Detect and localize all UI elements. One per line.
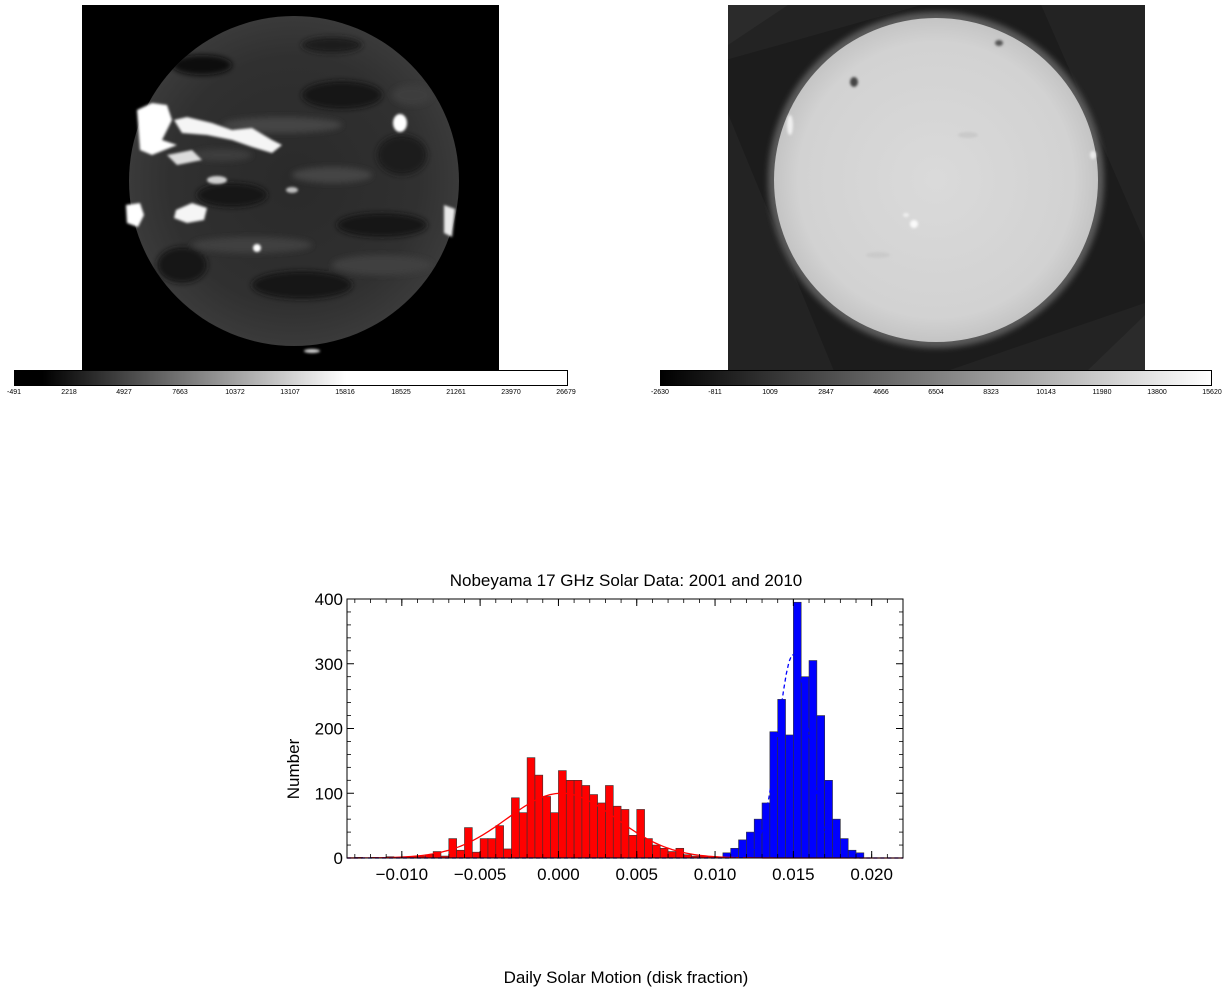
histogram-bar (503, 848, 512, 859)
histogram-bar (581, 785, 591, 859)
histogram-chart: Nobeyama 17 GHz Solar Data: 2001 and 201… (284, 571, 904, 987)
y-tick-label: 200 (315, 720, 343, 739)
left-colorbar-ticks: -491 2218 4927 7663 10372 13107 15816 18… (0, 389, 600, 403)
right-colorbar (660, 370, 1212, 386)
left-solar-panel: -491 2218 4927 7663 10372 13107 15816 18… (0, 0, 600, 420)
right-colorbar-tick: 2847 (818, 389, 834, 396)
left-colorbar-tick: 7663 (172, 389, 188, 396)
histogram-bar (753, 818, 763, 859)
left-colorbar-tick: 21261 (446, 389, 466, 396)
left-solar-image (82, 5, 499, 370)
right-solar-panel: -2630 -811 1009 2847 4666 6504 8323 1014… (620, 0, 1230, 420)
histogram-bar (495, 825, 504, 859)
histogram-bar (456, 849, 465, 859)
left-colorbar (14, 370, 568, 386)
right-colorbar-ticks: -2630 -811 1009 2847 4666 6504 8323 1014… (620, 389, 1230, 403)
histogram-bar (675, 847, 685, 859)
histogram-bar (832, 818, 841, 859)
left-colorbar-tick: -491 (6, 389, 22, 396)
left-colorbar-tick: 13107 (280, 389, 300, 396)
left-colorbar-tick: 23970 (501, 389, 521, 396)
histogram-bar (605, 785, 614, 859)
x-tick-label: 0.020 (850, 865, 893, 884)
right-solar-image (728, 5, 1145, 370)
histogram-bar (769, 731, 779, 859)
y-tick-label: 400 (315, 590, 343, 609)
histogram-bar (840, 838, 849, 859)
right-colorbar-tick: 13800 (1147, 389, 1167, 396)
left-colorbar-tick: 15816 (335, 389, 355, 396)
x-tick-label: −0.005 (454, 865, 506, 884)
histogram-bar (542, 796, 551, 859)
histogram-bar (855, 852, 865, 859)
histogram-bar (534, 774, 544, 859)
x-tick-label: 0.005 (615, 865, 658, 884)
x-tick-label: −0.010 (376, 865, 428, 884)
right-colorbar-tick: 10143 (1036, 389, 1056, 396)
left-colorbar-tick: 18525 (391, 389, 411, 396)
right-colorbar-tick: 15620 (1202, 389, 1222, 396)
histogram-bar (518, 812, 528, 859)
histogram-bar (511, 797, 520, 859)
histogram-bar (620, 809, 630, 859)
left-colorbar-tick: 2218 (61, 389, 77, 396)
histogram-bar (550, 812, 559, 859)
histogram-bar (573, 780, 583, 859)
histogram-bar (526, 757, 536, 859)
y-tick-label: 300 (315, 655, 343, 674)
y-tick-label: 0 (334, 849, 343, 868)
histogram-bar (565, 780, 575, 859)
histogram-bar (558, 770, 567, 859)
right-colorbar-tick: 11980 (1092, 389, 1112, 396)
histogram-bar (738, 839, 747, 859)
histogram-bar (471, 851, 481, 859)
histogram-bar (487, 838, 497, 859)
histogram-bar (816, 715, 825, 859)
x-tick-label: 0.000 (537, 865, 580, 884)
y-axis-label: Number (284, 738, 303, 799)
right-colorbar-tick: -2630 (651, 389, 669, 396)
histogram-bar (667, 851, 677, 859)
left-colorbar-tick: 4927 (116, 389, 132, 396)
right-colorbar-tick: 1009 (762, 389, 778, 396)
histogram-bar (730, 847, 739, 859)
axes-layer: −0.010 −0.005 0.000 0.005 0.010 0.015 0.020 0 10… (315, 590, 904, 884)
x-tick-label: 0.010 (694, 865, 737, 884)
histogram-bar (652, 844, 661, 859)
histogram-bar (479, 838, 489, 859)
histogram-bar (659, 847, 669, 859)
right-colorbar-tick: -811 (708, 389, 722, 396)
right-colorbar-tick: 4666 (873, 389, 889, 396)
histogram-bar (597, 802, 606, 859)
left-colorbar-tick: 10372 (225, 389, 245, 396)
histogram-bar (847, 849, 857, 859)
histogram-bar (808, 660, 818, 859)
chart-title: Nobeyama 17 GHz Solar Data: 2001 and 201… (450, 571, 803, 590)
histogram-bar (777, 699, 786, 859)
histogram-bar (746, 831, 755, 859)
histogram-bar (785, 734, 794, 859)
right-colorbar-tick: 6504 (928, 389, 944, 396)
histogram-bar (612, 805, 622, 859)
left-colorbar-tick: 26679 (556, 389, 576, 396)
y-tick-label: 100 (315, 784, 343, 803)
right-colorbar-tick: 8323 (983, 389, 999, 396)
bars-layer (354, 601, 865, 859)
histogram-bar (793, 601, 802, 859)
histogram-bar (628, 835, 638, 859)
x-tick-label: 0.015 (772, 865, 815, 884)
x-axis-label: Daily Solar Motion (disk fraction) (504, 968, 749, 987)
